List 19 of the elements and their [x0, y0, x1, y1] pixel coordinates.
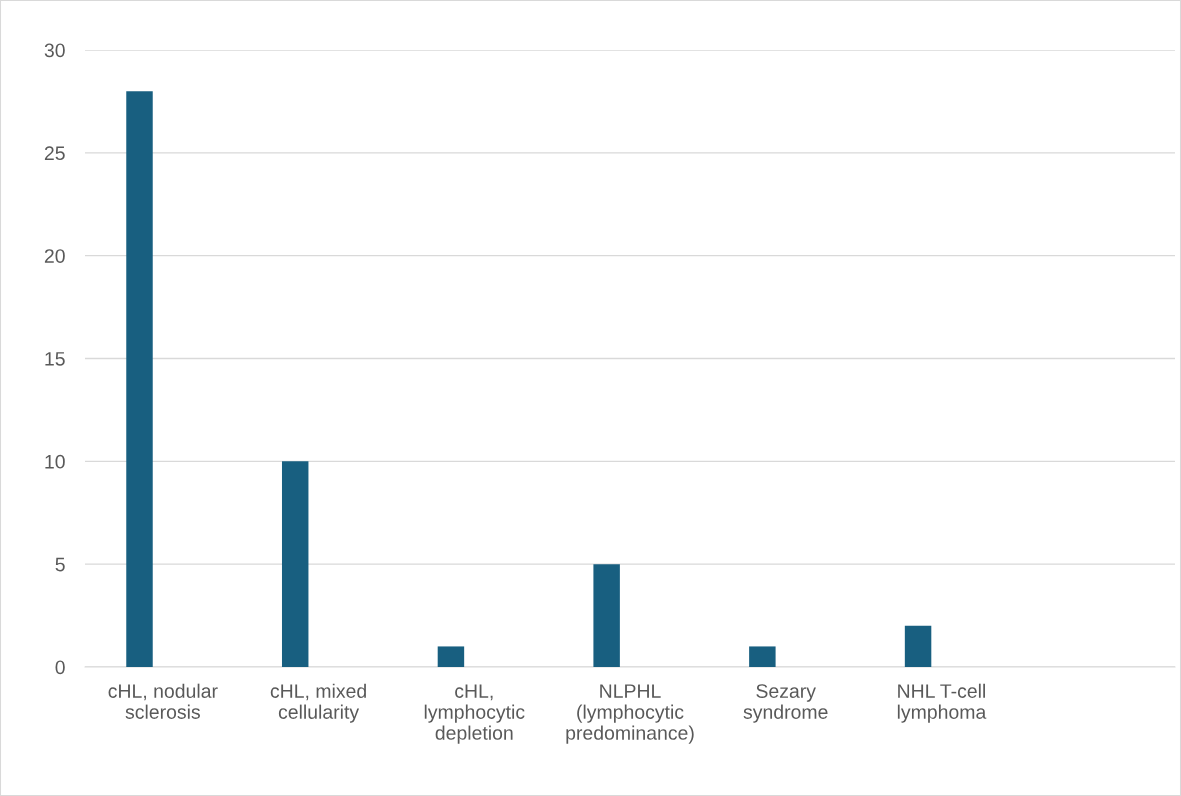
bar — [749, 646, 776, 667]
y-tick-label: 5 — [55, 557, 65, 572]
y-tick-label: 15 — [45, 352, 65, 366]
x-tick-label: cHL, mixed cellularity — [270, 683, 366, 723]
bar — [593, 564, 620, 667]
y-tick-label: 0 — [55, 660, 65, 675]
y-tick-label: 30 — [44, 43, 65, 58]
x-tick-label: NHL T-cell lymphoma — [897, 683, 987, 723]
x-tick-label: NLPHL (lymphocytic predominance) — [566, 684, 694, 744]
bar — [281, 461, 309, 667]
y-tick-label: 10 — [45, 454, 65, 469]
bar — [126, 91, 153, 667]
bar — [437, 646, 465, 667]
y-tick-label: 25 — [44, 146, 65, 161]
bar — [904, 625, 932, 667]
x-tick-label: Sezary syndrome — [743, 684, 828, 723]
y-tick-label: 20 — [44, 249, 65, 263]
x-tick-label: cHL, lymphocytic depletion — [424, 684, 525, 744]
x-tick-label: cHL, nodular sclerosis — [108, 683, 218, 719]
